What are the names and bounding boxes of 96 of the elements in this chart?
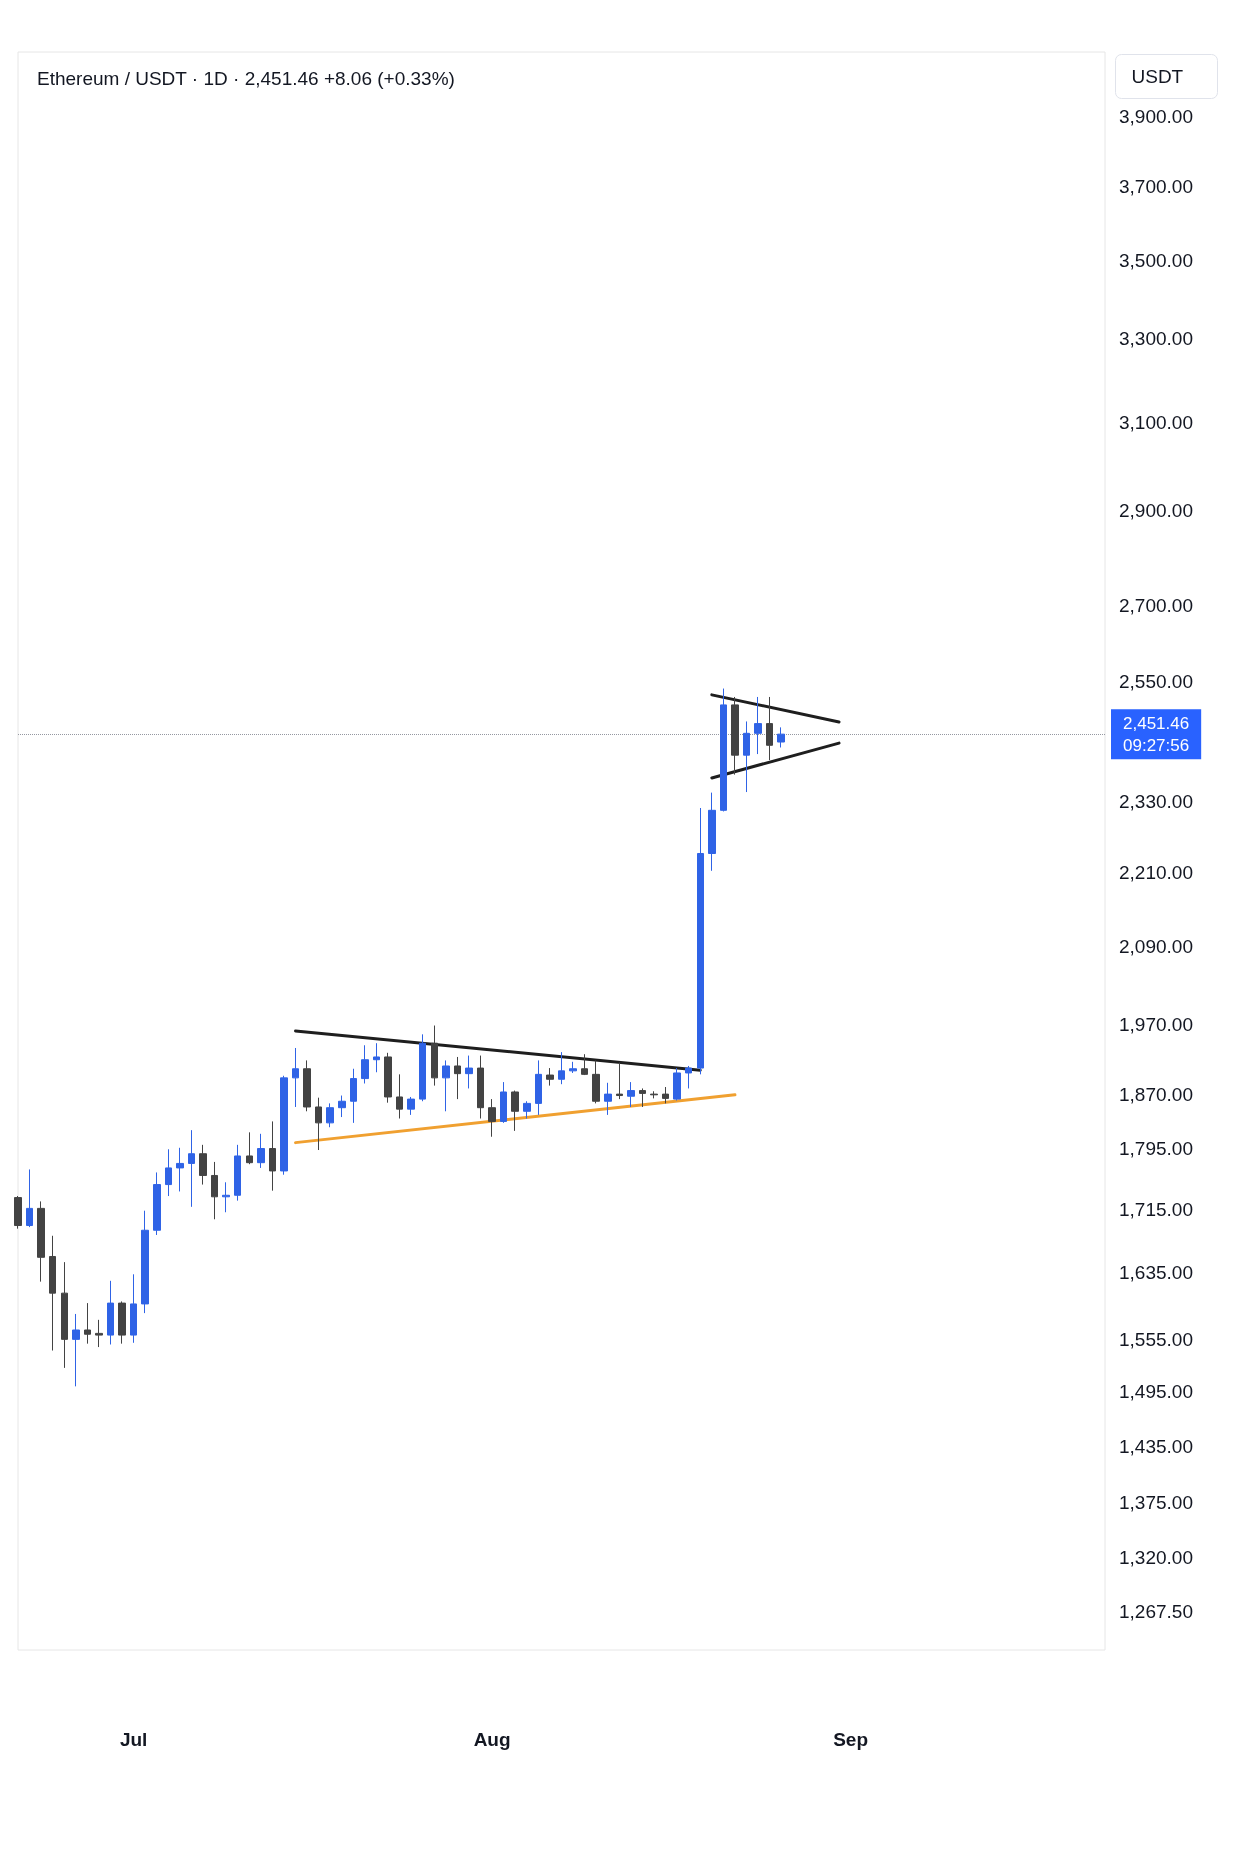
candlestick [141,1210,149,1314]
y-tick-label: 2,090.00 [1119,935,1193,957]
candlestick [743,720,750,793]
y-tick-label: 1,970.00 [1119,1014,1193,1036]
candlestick [500,1081,507,1124]
candlestick [465,1055,473,1089]
candlestick [396,1073,403,1120]
candlestick [604,1082,612,1116]
y-tick-label: 2,330.00 [1119,791,1193,813]
x-tick-label: Sep [833,1729,869,1750]
candlestick [442,1059,450,1112]
candlestick [222,1181,230,1213]
candlestick [616,1062,623,1100]
text: 09:27:56 [1123,735,1190,755]
candlestick [673,1067,681,1102]
candlestick [130,1273,137,1344]
candlestick [373,1042,380,1073]
candlestick [153,1171,161,1236]
candlestick [581,1053,588,1076]
candlestick [650,1090,658,1099]
y-axis-title: USDT [1131,65,1184,87]
y-tick-label: 1,435.00 [1119,1435,1193,1457]
y-tick-label: 2,550.00 [1119,671,1193,693]
candlestick [292,1047,299,1108]
y-tick-label: 1,795.00 [1119,1138,1193,1160]
candlestick [569,1061,577,1074]
candlestick [685,1065,692,1089]
candlestick [188,1129,195,1208]
candlestick [257,1133,265,1169]
y-tick-label: 1,715.00 [1119,1198,1193,1220]
candlestick [535,1059,542,1116]
candlestick [95,1319,103,1348]
candlestick [84,1302,91,1345]
candlestick [37,1200,45,1283]
y-tick-label: 1,555.00 [1119,1328,1193,1350]
candlestick [107,1280,114,1345]
candlestick [454,1056,461,1100]
y-tick-label: 1,267.50 [1119,1600,1193,1622]
y-tick-label: 1,495.00 [1119,1381,1193,1403]
candlestick [754,696,762,755]
candlestick [350,1068,357,1124]
candlestick [246,1131,253,1165]
candlestick [234,1144,241,1202]
candlestick [49,1235,56,1352]
y-tick-label: 2,900.00 [1119,500,1193,522]
candlestick [731,696,739,776]
candlestick [269,1120,276,1192]
candlestick [546,1067,554,1087]
y-tick-label: 1,320.00 [1119,1546,1193,1568]
candlestick [176,1147,184,1192]
candlestick [14,1195,22,1230]
candlestick [199,1144,207,1186]
candlestick [627,1081,635,1108]
y-tick-label: 1,870.00 [1119,1083,1193,1105]
x-tick-label: Jul [119,1729,148,1750]
x-tick-label: Aug [473,1729,511,1750]
candlestick [697,807,704,1075]
candlestick [558,1051,565,1085]
candlestick [303,1059,311,1112]
candlestick [26,1168,33,1228]
candlestick [477,1055,484,1120]
candlestick [720,688,727,812]
candlestick [511,1090,519,1132]
text: Ethereum / USDT · 1D · 2,451.46 +8.06 (+0.33%) [37,68,455,89]
ref-line-label: 2,451.46 [1123,713,1190,733]
y-tick-label: 3,100.00 [1119,411,1193,433]
y-tick-label: 3,700.00 [1119,176,1193,198]
candlestick [338,1095,346,1118]
y-tick-label: 2,210.00 [1119,861,1193,883]
candlestick [72,1313,80,1387]
y-tick-label: 1,375.00 [1119,1492,1193,1514]
candlestick [488,1098,496,1138]
candlestick [523,1100,531,1120]
candlestick [211,1161,218,1220]
candlestick [315,1097,322,1151]
y-tick-label: 1,635.00 [1119,1262,1193,1284]
y-tick-label: 3,500.00 [1119,250,1193,272]
y-tick-label: 3,900.00 [1119,106,1193,128]
candlestick [419,1033,426,1102]
y-tick-label: 2,700.00 [1119,595,1193,617]
y-tick-label: 3,300.00 [1119,328,1193,350]
candlestick [384,1052,392,1104]
candlestick [592,1059,600,1104]
candlestick [639,1087,646,1108]
candlestick [165,1148,172,1197]
candlestick [280,1075,288,1176]
candlestick [118,1300,126,1345]
candlestick [662,1086,669,1104]
candlestick [407,1096,415,1116]
candlestick [61,1261,68,1369]
candlestick [708,792,716,872]
candlestick [777,726,785,748]
candlestick [361,1044,369,1084]
candlestick [766,696,773,761]
candlestick [431,1025,438,1087]
candlestick [326,1102,334,1128]
